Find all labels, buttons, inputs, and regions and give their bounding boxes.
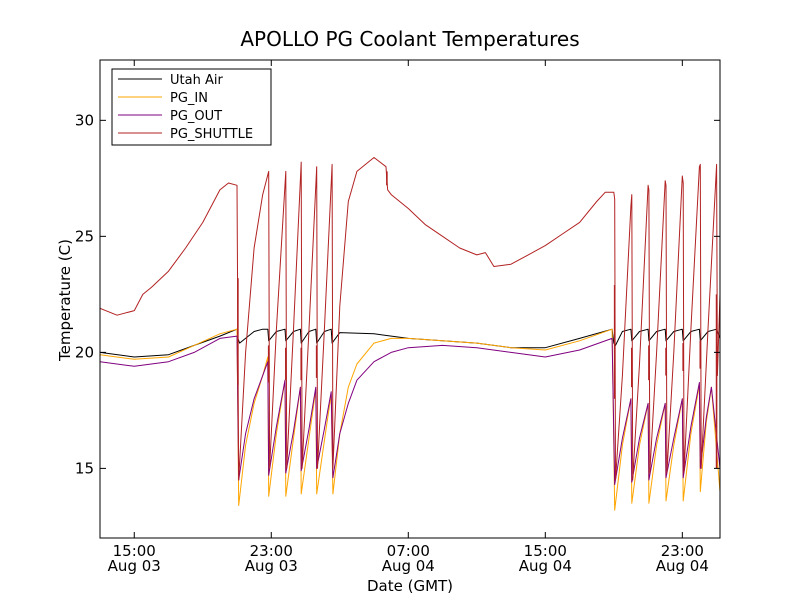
series-line-pg-shuttle [100, 157, 720, 481]
y-tick-label: 30 [75, 111, 94, 129]
y-axis-label: Temperature (C) [56, 239, 74, 362]
chart-title: APOLLO PG Coolant Temperatures [240, 27, 579, 51]
plot-frame [99, 59, 721, 539]
legend-label: PG_SHUTTLE [170, 127, 253, 142]
legend-item-pg-out: PG_OUT [118, 109, 222, 124]
legend-label: PG_IN [170, 91, 208, 106]
y-tick-label: 15 [75, 459, 94, 477]
legend-item-pg-shuttle: PG_SHUTTLE [118, 127, 253, 142]
x-tick-label-date: Aug 04 [382, 557, 435, 575]
x-tick-label-date: Aug 03 [245, 557, 298, 575]
legend-label: PG_OUT [170, 109, 222, 124]
x-axis-label: Date (GMT) [367, 577, 453, 595]
y-tick-label: 25 [75, 227, 94, 245]
x-tick-label-time: 15:00 [113, 542, 156, 560]
legend-frame [111, 68, 272, 146]
x-tick-label-time: 07:00 [387, 542, 430, 560]
x-tick-label-date: Aug 03 [108, 557, 161, 575]
spike-layer [237, 171, 718, 469]
x-tick-label-date: Aug 04 [519, 557, 572, 575]
series-layer [100, 157, 720, 511]
y-axis: 15 20 25 30 [75, 111, 720, 477]
x-tick-label-time: 23:00 [250, 542, 293, 560]
series-line-pg-out [100, 335, 720, 486]
y-tick-label: 20 [75, 343, 94, 361]
legend-label: Utah Air [170, 73, 223, 88]
legend-item-utah-air: Utah Air [118, 73, 223, 88]
x-tick-label-time: 15:00 [524, 542, 567, 560]
legend: Utah Air PG_IN PG_OUT PG_SHUTTLE [111, 68, 272, 146]
legend-item-pg-in: PG_IN [118, 91, 208, 106]
x-tick-label-time: 23:00 [661, 542, 704, 560]
x-tick-label-date: Aug 04 [656, 557, 709, 575]
